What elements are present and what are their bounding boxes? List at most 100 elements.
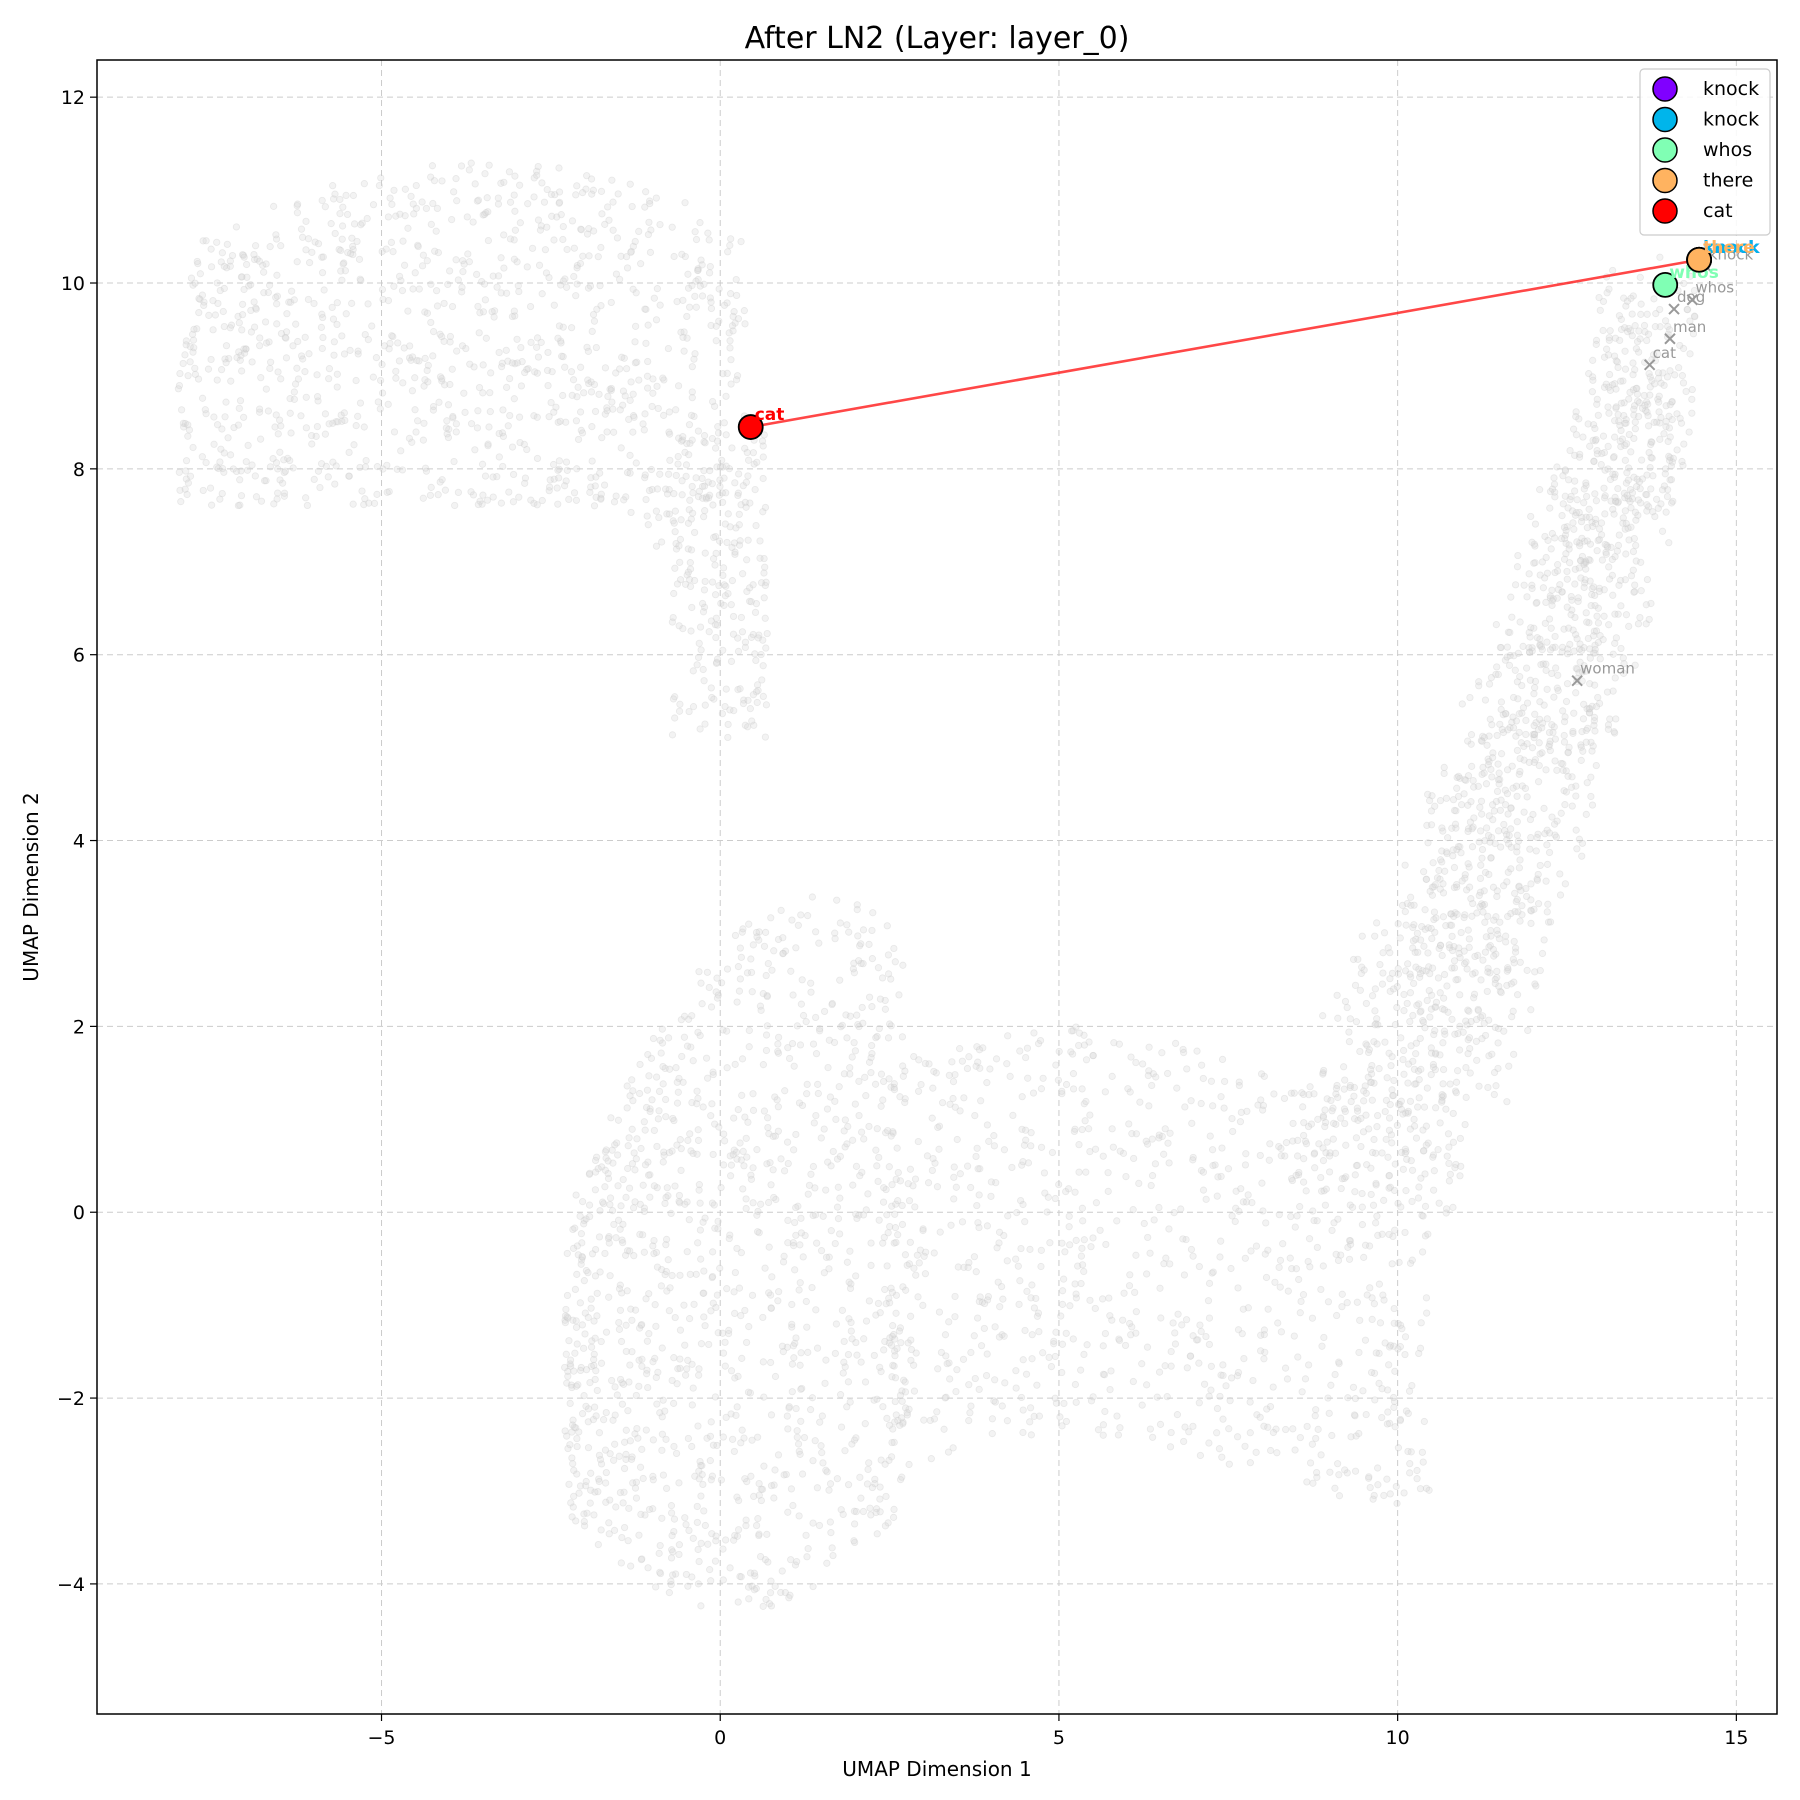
background-point [666, 430, 674, 438]
background-point [1442, 922, 1450, 930]
background-point [313, 422, 321, 431]
background-point [674, 1365, 682, 1373]
background-point [1296, 1433, 1304, 1442]
background-point [1393, 1121, 1401, 1129]
background-point [1401, 1228, 1409, 1237]
background-point [1167, 1428, 1175, 1437]
background-point [951, 1292, 959, 1301]
background-point [1078, 1244, 1086, 1252]
background-point [693, 1150, 701, 1158]
background-point [436, 373, 445, 381]
y-tick-label: 8 [73, 459, 85, 481]
background-point [1616, 437, 1624, 445]
background-point [797, 1385, 805, 1393]
background-point [755, 1531, 763, 1540]
background-point [534, 162, 542, 171]
background-point [1482, 933, 1490, 941]
background-point [1100, 1371, 1109, 1379]
background-point [669, 695, 678, 703]
background-point [222, 398, 230, 406]
background-point [608, 176, 616, 184]
background-point [1324, 1394, 1332, 1402]
background-point [588, 190, 596, 198]
background-point [640, 426, 648, 434]
background-point [569, 1503, 577, 1511]
background-point [595, 1429, 604, 1437]
background-point [795, 1447, 803, 1455]
background-point [1609, 470, 1617, 478]
background-point [1655, 398, 1663, 406]
background-point [1481, 918, 1489, 926]
background-point [573, 182, 581, 190]
background-point [675, 622, 683, 630]
background-point [545, 483, 554, 491]
background-point [705, 269, 714, 277]
background-point [384, 400, 392, 408]
background-point [1101, 1088, 1109, 1096]
background-point [975, 1385, 983, 1393]
background-point [604, 1234, 613, 1242]
background-point [1129, 1377, 1137, 1386]
background-point [846, 1012, 854, 1020]
background-point [780, 1167, 789, 1175]
background-point [845, 928, 853, 936]
background-point [255, 405, 264, 413]
background-point [1593, 547, 1601, 555]
background-point [361, 463, 370, 471]
background-point [597, 1460, 606, 1468]
background-point [1349, 1383, 1358, 1391]
background-point [333, 299, 341, 307]
background-point [1554, 671, 1562, 679]
background-point [1611, 433, 1619, 441]
background-point [469, 491, 478, 499]
background-point [559, 391, 567, 400]
background-point [226, 324, 234, 332]
background-point [1054, 1076, 1062, 1084]
background-point [1218, 1144, 1226, 1152]
background-point [220, 284, 228, 293]
background-point [1345, 1028, 1353, 1036]
background-point [405, 434, 414, 442]
background-point [616, 275, 624, 283]
background-point [582, 1477, 590, 1486]
background-point [649, 1476, 657, 1484]
background-point [1018, 1093, 1026, 1101]
background-point [374, 398, 382, 406]
background-point [721, 1362, 729, 1370]
background-point [570, 1492, 578, 1500]
background-point [1291, 1446, 1299, 1454]
background-point [1609, 266, 1617, 275]
background-point [358, 487, 366, 495]
background-point [730, 1536, 738, 1544]
background-point [1561, 713, 1569, 721]
background-point [1289, 1425, 1297, 1433]
background-point [874, 1299, 883, 1308]
background-point [1283, 1375, 1292, 1383]
background-point [824, 1064, 832, 1072]
background-point [622, 1251, 630, 1259]
background-point [965, 1381, 973, 1389]
background-point [619, 1175, 627, 1184]
background-point [204, 365, 213, 373]
background-point [1334, 1460, 1342, 1468]
background-point [1527, 833, 1535, 842]
background-point [602, 1154, 610, 1162]
background-point [1439, 1039, 1447, 1047]
background-point [763, 1160, 771, 1168]
background-point [1592, 497, 1600, 505]
background-point [736, 975, 744, 983]
background-point [1446, 1170, 1454, 1178]
background-point [935, 1308, 944, 1316]
background-point [687, 1043, 695, 1051]
background-point [1483, 987, 1491, 996]
background-point [712, 1537, 720, 1545]
background-point [548, 368, 556, 376]
background-point [493, 473, 501, 481]
background-point [741, 1113, 749, 1121]
background-point [635, 1382, 643, 1390]
background-point [1300, 1155, 1308, 1163]
background-point [598, 210, 606, 218]
background-point [1506, 651, 1514, 660]
background-point [659, 1471, 667, 1479]
background-point [880, 1233, 888, 1242]
